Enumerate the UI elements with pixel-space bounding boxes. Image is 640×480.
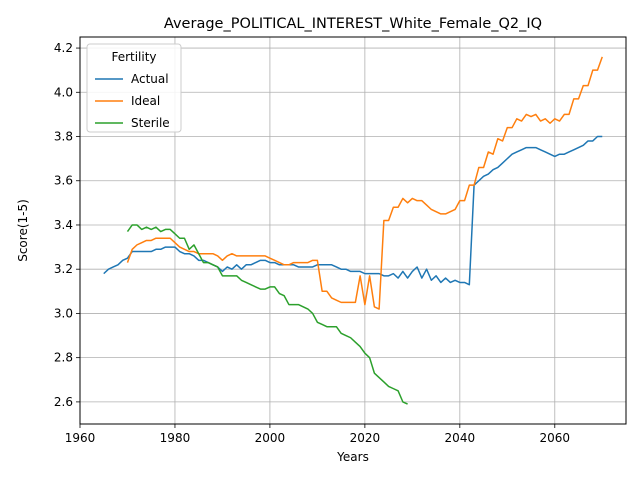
- legend-title: Fertility: [111, 50, 156, 64]
- x-tick-label: 1980: [160, 431, 191, 445]
- legend-label-actual: Actual: [131, 72, 169, 86]
- grid: [79, 37, 626, 424]
- chart-title: Average_POLITICAL_INTEREST_White_Female_…: [164, 16, 542, 32]
- series-line-actual: [103, 135, 603, 286]
- legend-box: [86, 43, 182, 133]
- y-tick-label: 3.2: [54, 262, 73, 276]
- plot-frame: [79, 36, 627, 425]
- legend-label-sterile: Sterile: [131, 116, 170, 130]
- x-tick-label: 2040: [445, 431, 476, 445]
- legend-items: Actual Ideal Sterile: [95, 72, 170, 130]
- x-axis-label: Years: [336, 450, 369, 464]
- y-axis-label: Score(1-5): [16, 199, 30, 262]
- y-tick-label: 4.2: [54, 41, 73, 55]
- y-tick-label: 3.6: [54, 174, 73, 188]
- x-tick-label: 2000: [255, 431, 286, 445]
- y-tick-label: 3.8: [54, 130, 73, 144]
- x-tick-label: 1960: [65, 431, 96, 445]
- y-tick-label: 3.4: [54, 218, 73, 232]
- legend-label-ideal: Ideal: [131, 94, 160, 108]
- x-tick-label: 2020: [350, 431, 381, 445]
- x-axis-ticks: 1960 1980 2000 2020 2040 2060: [65, 424, 570, 445]
- series-line-sterile: [126, 224, 408, 405]
- y-tick-label: 4.0: [54, 85, 73, 99]
- legend: Fertility Actual Ideal Sterile: [86, 43, 182, 133]
- y-tick-label: 2.8: [54, 351, 73, 365]
- y-axis-ticks: 2.6 2.8 3.0 3.2 3.4 3.6 3.8 4.0 4.2: [54, 41, 80, 409]
- x-tick-label: 2060: [540, 431, 571, 445]
- y-tick-label: 2.6: [54, 395, 73, 409]
- y-tick-label: 3.0: [54, 306, 73, 320]
- series-line-ideal: [126, 56, 603, 310]
- series-lines: [103, 56, 603, 405]
